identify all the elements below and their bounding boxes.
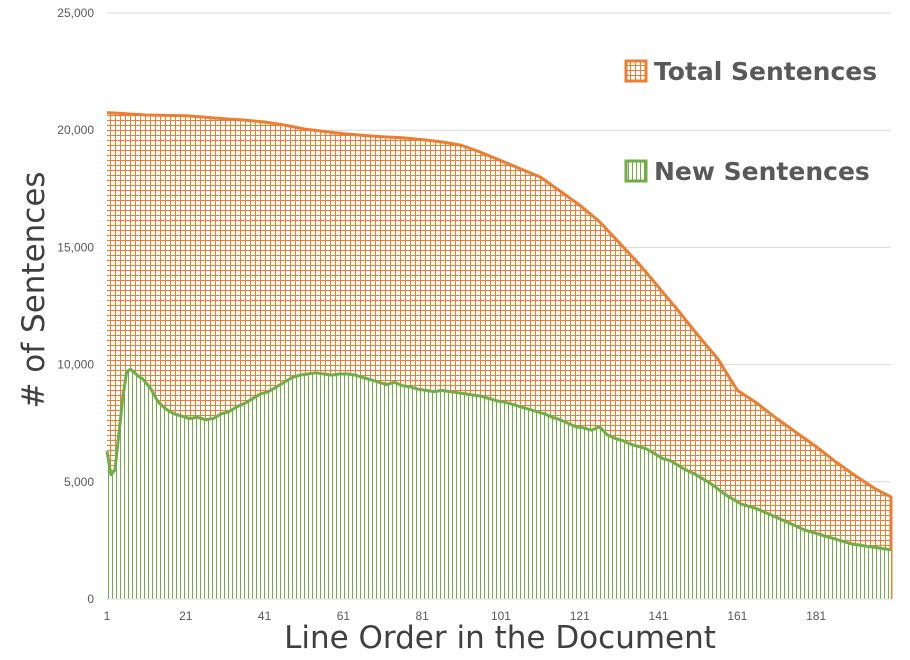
y-tick-label: 20,000: [57, 123, 94, 137]
series-new-line: [105, 367, 892, 552]
y-tick-label: 10,000: [57, 358, 94, 372]
x-tick-label: 41: [258, 609, 272, 623]
series-new-area: [107, 369, 891, 599]
legend-item-total[interactable]: Total Sentences: [624, 57, 877, 86]
y-axis-title: # of Sentences: [16, 171, 52, 408]
y-tick-label: 15,000: [57, 240, 94, 254]
y-tick-label: 25,000: [57, 6, 94, 20]
x-tick-label: 181: [806, 609, 826, 623]
x-tick-label: 81: [415, 609, 429, 623]
x-axis-ticks: 1 21 41 61 81 101 121 141 161 181: [104, 609, 827, 623]
y-axis-ticks: 0 5,000 10,000 15,000 20,000 25,000: [57, 6, 94, 606]
legend-label-new: New Sentences: [654, 157, 870, 186]
x-tick-label: 141: [649, 609, 669, 623]
x-tick-label: 101: [491, 609, 511, 623]
x-tick-label: 121: [570, 609, 590, 623]
x-tick-label: 61: [337, 609, 351, 623]
x-tick-label: 21: [179, 609, 193, 623]
legend-swatch-total: [624, 59, 648, 83]
x-axis-title: Line Order in the Document: [284, 620, 716, 656]
legend-swatch-new: [624, 159, 648, 183]
legend-item-new[interactable]: New Sentences: [624, 157, 870, 186]
x-tick-label: 1: [104, 609, 111, 623]
series-total-line: [106, 111, 893, 599]
y-tick-label: 0: [87, 592, 94, 606]
legend-label-total: Total Sentences: [654, 57, 877, 86]
legend: Total Sentences New Sentences: [624, 57, 877, 186]
y-tick-label: 5,000: [64, 475, 94, 489]
x-tick-label: 161: [727, 609, 747, 623]
